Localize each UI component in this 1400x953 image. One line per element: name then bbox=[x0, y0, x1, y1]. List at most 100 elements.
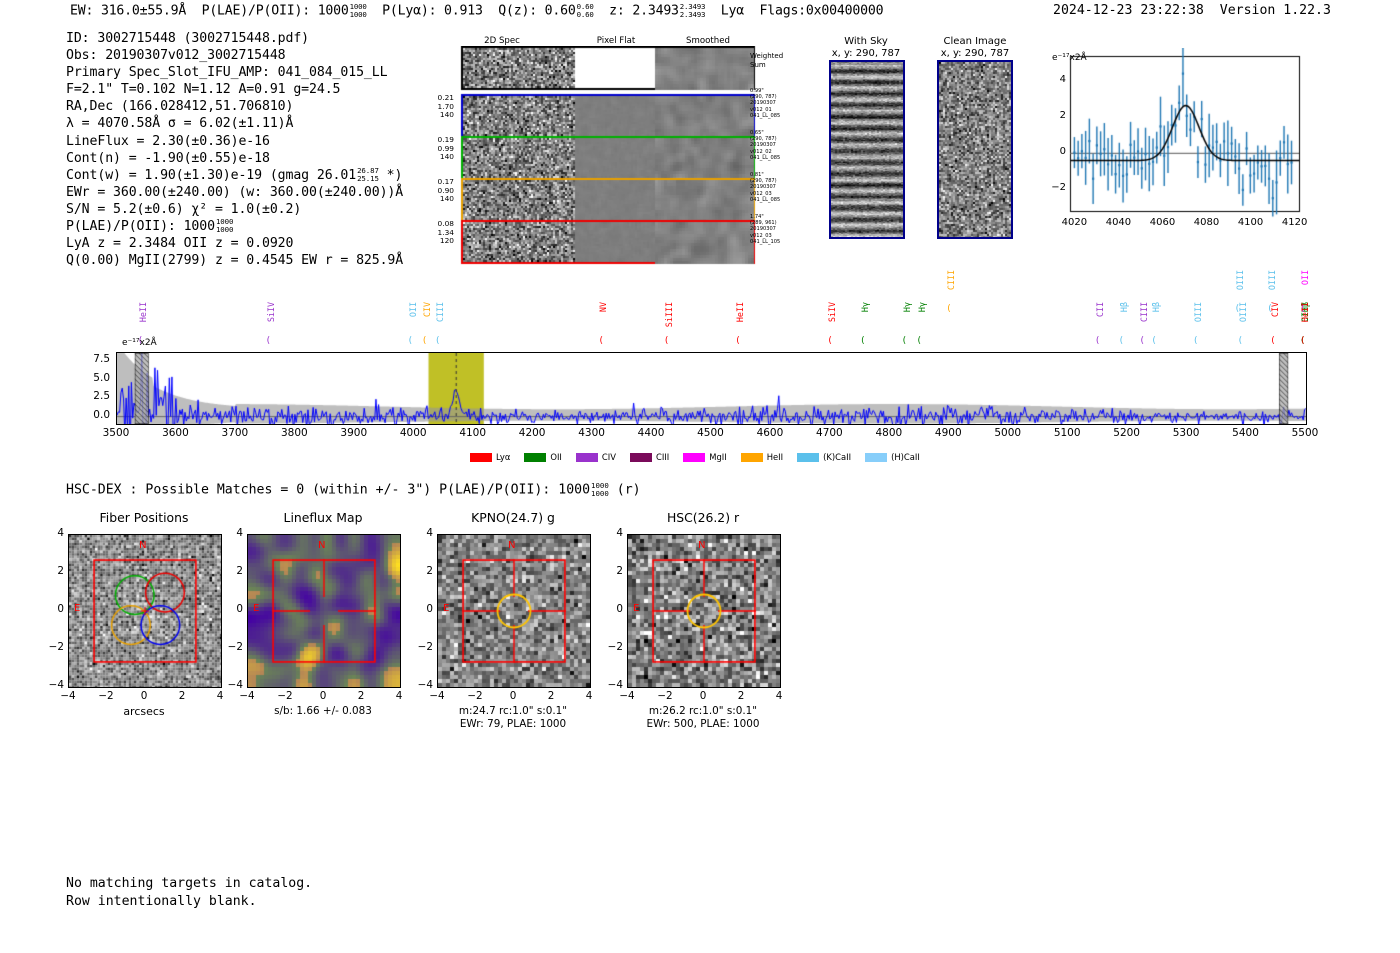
line-marker-label: CIII bbox=[1139, 302, 1150, 323]
fiber-2-info-3: v012_02 bbox=[750, 148, 772, 155]
fiber-4-n: 120 bbox=[439, 236, 454, 246]
header-z-lo: 2.3493 bbox=[679, 9, 706, 19]
cutout-title-1: Lineflux Map bbox=[283, 510, 363, 525]
weighted-sum-line1: Weighted bbox=[750, 52, 784, 60]
legend-label: CIV bbox=[601, 452, 616, 462]
fiber-2-info-0: 0.65" bbox=[750, 130, 764, 136]
linefit-xtick: 4020 bbox=[1061, 217, 1088, 228]
line-marker-bracket: ( bbox=[1140, 336, 1144, 346]
spectrum-xtick: 5400 bbox=[1232, 427, 1259, 439]
line-marker-bracket: ( bbox=[436, 336, 440, 346]
cutout-ytick: 0 bbox=[616, 603, 623, 615]
fiber-4-info-2: 20190307 bbox=[750, 226, 776, 233]
weighted-sum-line2: Sum bbox=[750, 61, 766, 69]
legend-label: HeII bbox=[766, 452, 784, 462]
cutout-image-3[interactable] bbox=[627, 534, 781, 688]
param-primary-spec: Primary Spec_Slot_IFU_AMP: 041_084_015_L… bbox=[66, 65, 388, 81]
line-marker-bracket: ( bbox=[1301, 336, 1305, 346]
fiber-1-w: 0.21 bbox=[437, 93, 454, 102]
line-marker-bracket: ( bbox=[1301, 336, 1305, 346]
cutout-xtick: 4 bbox=[775, 690, 783, 702]
spectrum-xtick: 3700 bbox=[221, 427, 249, 439]
cutout-xtick: 2 bbox=[357, 690, 365, 702]
param-id: ID: 3002715448 (3002715448.pdf) bbox=[66, 31, 310, 46]
cutout-xtick: 0 bbox=[699, 690, 707, 702]
header-ew: EW: 316.0±55.9Å bbox=[70, 3, 187, 19]
spectrum-xtick: 5200 bbox=[1113, 427, 1140, 439]
cutout-ytick: −4 bbox=[607, 679, 623, 691]
line-marker-bracket: ( bbox=[902, 336, 907, 346]
legend-item-CIII: CIII bbox=[629, 452, 670, 462]
param-plae-pre: P(LAE)/P(OII): 1000 bbox=[66, 219, 215, 235]
legend-label: CIII bbox=[655, 452, 670, 462]
param-cont-n: Cont(n) = -1.90(±0.55)e-18 bbox=[66, 150, 270, 166]
header-plae-hi: 1000 bbox=[349, 2, 367, 11]
panel-title-2dspec: 2D Spec bbox=[484, 36, 520, 46]
header-summary-line: EW: 316.0±55.9Å P(LAE)/P(OII): 10001000 1… bbox=[70, 2, 884, 19]
cutout-title-0: Fiber Positions bbox=[99, 510, 189, 525]
cutout-xtick: 4 bbox=[585, 690, 593, 702]
compass-east-0: E bbox=[74, 603, 81, 614]
line-marker-label: CIII bbox=[946, 270, 957, 291]
cutout-caption-2-0: m:24.7 rc:1.0" s:0.1" bbox=[458, 705, 568, 717]
cutout-image-0[interactable] bbox=[68, 534, 222, 688]
spectrum-xtick: 4200 bbox=[518, 427, 546, 439]
hsc-plae-hi: 1000 bbox=[591, 481, 609, 490]
header-plya: P(Lyα): 0.913 bbox=[382, 3, 483, 19]
line-marker-label: OII bbox=[1300, 270, 1310, 286]
fiber-1-info-2: 20190307 bbox=[750, 100, 776, 107]
line-marker-bracket: ( bbox=[1119, 336, 1124, 346]
cutout-image-1[interactable] bbox=[247, 534, 401, 688]
panel-title-smoothed: Smoothed bbox=[686, 36, 730, 46]
line-marker-label: SiIV bbox=[827, 302, 838, 323]
cutout-ytick: 4 bbox=[236, 527, 243, 539]
fiber-2-w: 0.19 bbox=[437, 135, 454, 144]
cutout-ytick: −4 bbox=[417, 679, 433, 691]
spectrum-xtick: 4800 bbox=[875, 427, 903, 439]
hsc-dex-summary: HSC-DEX : Possible Matches = 0 (within +… bbox=[66, 482, 641, 498]
param-lambda: λ = 4070.58Å σ = 6.02(±1.11)Å bbox=[66, 116, 294, 132]
spectrum-xtick: 3600 bbox=[162, 427, 189, 439]
compass-east-3: E bbox=[633, 603, 640, 614]
version-label: Version 1.22.3 bbox=[1219, 3, 1331, 18]
cutout-xtick: 0 bbox=[319, 690, 327, 702]
spectrum-xtick: 4300 bbox=[578, 427, 605, 439]
cutout-xtick: −2 bbox=[98, 690, 114, 702]
line-marker-bracket: ( bbox=[1095, 336, 1100, 346]
param-cont-w-pre: Cont(w) = 1.90(±1.30)e-19 (gmag 26.01 bbox=[66, 167, 357, 183]
spectrum-xtick: 4500 bbox=[697, 427, 724, 439]
line-marker-bracket: ( bbox=[1238, 336, 1243, 346]
linefit-ytick: 4 bbox=[1059, 74, 1066, 86]
param-plae-lo: 1000 bbox=[215, 225, 234, 235]
compass-north-3: N bbox=[698, 540, 706, 551]
fiber-4-f: 1.34 bbox=[437, 227, 454, 237]
cutout-xtick: 2 bbox=[737, 690, 745, 702]
line-marker-bracket: ( bbox=[947, 304, 951, 314]
spectrum-canvas bbox=[117, 353, 1306, 424]
cutout-ytick: 0 bbox=[236, 603, 243, 615]
param-snr: S/N = 5.2(±0.6) χ² = 1.0(±0.2) bbox=[66, 201, 302, 217]
hsc-dex-text: HSC-DEX : Possible Matches = 0 (within +… bbox=[66, 482, 591, 498]
line-marker-label: Hβ bbox=[1151, 302, 1162, 313]
compass-north-2: N bbox=[508, 540, 516, 551]
line-marker-label: SiIV bbox=[265, 302, 276, 323]
cutout-ytick: −2 bbox=[607, 641, 623, 653]
line-marker-label: CIII bbox=[435, 302, 445, 323]
param-cont-w: Cont(w) = 1.90(±1.30)e-19 (gmag 26.0126.… bbox=[66, 167, 403, 184]
legend-label: MgII bbox=[709, 452, 727, 462]
line-marker-label: OII bbox=[407, 302, 418, 318]
spectrum-ytick: 0.0 bbox=[93, 408, 110, 421]
fiber-2-info: 0.65" (290, 787) 20190307 v012_02 041_LL_085 bbox=[750, 130, 780, 161]
cutout-xtick: −4 bbox=[239, 690, 255, 702]
line-marker-bracket: ( bbox=[736, 336, 740, 346]
header-plae-label: P(LAE)/P(OII): bbox=[201, 3, 311, 19]
line-marker-bracket: ( bbox=[266, 336, 271, 346]
spectrum-xtick: 4100 bbox=[459, 427, 487, 439]
spectrum-xtick: 4400 bbox=[637, 427, 665, 439]
cutout-image-2[interactable] bbox=[437, 534, 591, 688]
line-fit-plot: e⁻¹⁷x2Å bbox=[1040, 48, 1305, 233]
spectrum-xtick: 5500 bbox=[1291, 427, 1319, 439]
spectrum-plot[interactable] bbox=[116, 352, 1307, 425]
header-timestamp-version: 2024-12-23 23:22:38 Version 1.22.3 bbox=[1053, 3, 1331, 18]
cutout-ytick: 2 bbox=[236, 565, 243, 577]
